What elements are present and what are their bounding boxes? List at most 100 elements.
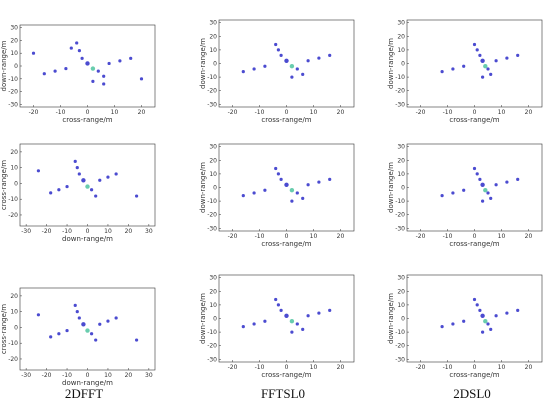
- x-tick-label: -20: [416, 233, 426, 240]
- panels-layer: -20 -10 0 10 20 30 20 10 0 -10 -20 -30 cross-range/m…: [0, 19, 543, 387]
- data-point: [483, 319, 488, 324]
- panel-2-2: -20 -10 0 10 20 30 20 10 0 -10 -20 -30 cross-range/m…: [387, 274, 543, 379]
- axes-frame: [218, 19, 355, 108]
- x-tick-label: 20: [125, 228, 133, 235]
- data-point: [301, 327, 305, 331]
- data-point: [483, 64, 488, 69]
- data-point: [241, 70, 245, 74]
- x-tick-label: -10: [255, 109, 265, 116]
- y-tick-label: -30: [395, 101, 405, 108]
- x-tick-label: 0: [86, 109, 90, 116]
- y-axis-label: down-range/m: [387, 162, 395, 213]
- data-point: [53, 69, 57, 73]
- data-point: [274, 297, 278, 302]
- data-point: [462, 64, 466, 68]
- data-point: [480, 58, 485, 63]
- data-point: [75, 41, 79, 45]
- x-tick-label: -10: [443, 233, 453, 240]
- y-tick-label: -30: [395, 225, 405, 232]
- data-point: [263, 188, 267, 192]
- x-tick-label: 10: [104, 228, 112, 235]
- x-tick-label: 20: [337, 109, 345, 116]
- data-point: [489, 196, 493, 200]
- data-point: [94, 194, 98, 198]
- y-tick-label: -20: [207, 212, 217, 219]
- x-tick-label: 10: [111, 109, 119, 116]
- y-tick-label: 20: [397, 288, 405, 295]
- data-point: [481, 330, 485, 334]
- x-tick-label: 20: [337, 364, 345, 371]
- y-tick-label: -20: [395, 212, 405, 219]
- x-tick-label: -10: [443, 109, 453, 116]
- y-tick-label: -30: [8, 101, 18, 108]
- data-point: [328, 177, 332, 181]
- data-point: [489, 72, 493, 76]
- data-point: [295, 191, 299, 195]
- data-point: [317, 180, 321, 184]
- y-tick-label: 20: [10, 293, 18, 300]
- panel-0-1: -20 -10 0 10 20 30 20 10 0 -10 -20 -30 cross-range/m…: [199, 19, 355, 124]
- y-tick-label: -20: [395, 88, 405, 95]
- y-tick-label: 10: [10, 309, 18, 316]
- x-tick-label: -10: [255, 233, 265, 240]
- data-point: [85, 184, 90, 189]
- x-tick-label: -20: [228, 233, 238, 240]
- x-tick-label: -20: [228, 364, 238, 371]
- data-point: [472, 166, 477, 171]
- data-point: [114, 316, 118, 320]
- data-point: [94, 338, 98, 342]
- y-tick-label: 0: [401, 61, 405, 68]
- data-point: [486, 67, 490, 71]
- data-point: [289, 319, 295, 324]
- data-point: [81, 322, 86, 327]
- y-tick-label: 0: [401, 316, 405, 323]
- column-label-fftsl0: FFTSL0: [261, 386, 305, 401]
- y-tick-label: 30: [209, 20, 217, 27]
- data-point: [77, 49, 81, 53]
- x-tick-label: 20: [138, 109, 146, 116]
- y-tick-label: -10: [395, 329, 405, 336]
- data-point: [102, 74, 106, 78]
- data-point: [295, 322, 299, 326]
- data-point: [98, 178, 102, 182]
- data-point: [241, 194, 245, 198]
- y-tick-label: 10: [209, 302, 217, 309]
- y-tick-label: 0: [213, 61, 217, 68]
- data-point: [57, 332, 61, 336]
- y-tick-label: -30: [207, 356, 217, 363]
- data-point: [36, 169, 41, 173]
- x-tick-label: 20: [337, 233, 345, 240]
- data-point: [73, 303, 77, 307]
- y-tick-label: -10: [395, 74, 405, 81]
- x-tick-label: 0: [473, 109, 477, 116]
- data-point: [489, 327, 493, 331]
- x-tick-label: 30: [145, 228, 153, 235]
- panel-1-0: -30 -20 -10 0 10 20 30 20 10 0 -10 -20 down-range/m c…: [0, 143, 156, 243]
- y-tick-label: 30: [397, 20, 405, 27]
- data-point: [49, 335, 53, 339]
- x-tick-label: -30: [21, 228, 31, 235]
- data-point: [274, 166, 278, 171]
- data-point: [317, 311, 321, 315]
- data-point: [289, 64, 295, 69]
- y-axis-label: down-range/m: [199, 38, 207, 89]
- x-tick-label: 0: [473, 233, 477, 240]
- x-axis-label: cross-range/m: [261, 116, 311, 124]
- data-point: [107, 61, 111, 66]
- data-point: [462, 319, 466, 323]
- data-point: [475, 303, 479, 307]
- data-point: [478, 177, 482, 181]
- data-point: [328, 53, 332, 57]
- data-point: [75, 166, 79, 170]
- data-point: [290, 75, 294, 79]
- y-tick-label: 20: [397, 157, 405, 164]
- y-axis-label: down-range/m: [0, 40, 8, 91]
- y-tick-label: 0: [401, 185, 405, 192]
- x-tick-label: -10: [62, 228, 72, 235]
- y-tick-label: -10: [395, 198, 405, 205]
- data-point: [486, 191, 490, 195]
- x-tick-label: -20: [228, 109, 238, 116]
- axes-frame: [19, 24, 156, 108]
- data-point: [64, 66, 68, 71]
